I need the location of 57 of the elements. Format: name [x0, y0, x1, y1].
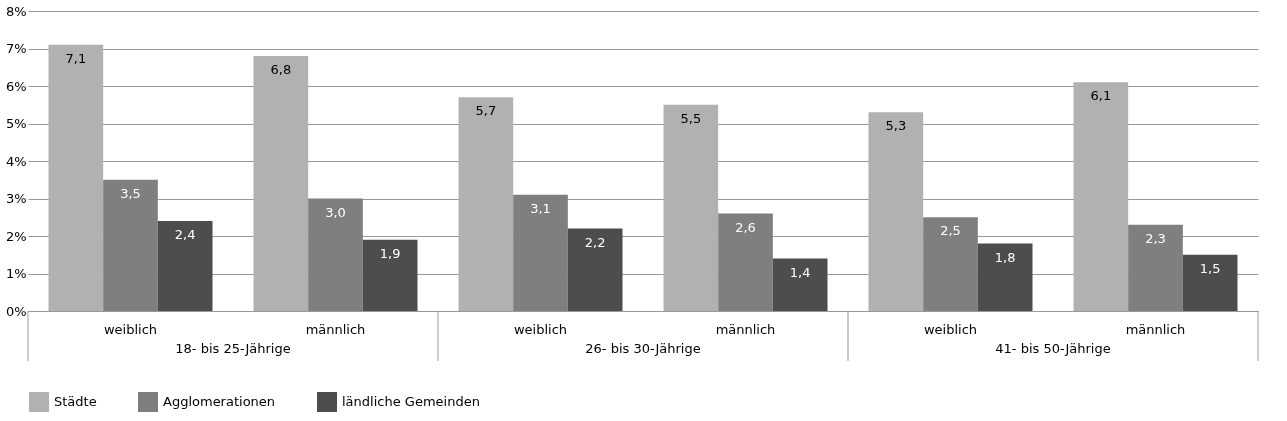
x-tick-label: weiblich [923, 321, 978, 337]
bar [513, 194, 568, 311]
y-tick-label: 3% [5, 191, 27, 206]
bar [923, 217, 978, 311]
data-label: 5,5 [680, 110, 702, 126]
y-tick-label: 4% [5, 153, 27, 169]
text: 18- bis 25-Jährige [175, 341, 291, 356]
y-tick-label: 2% [5, 228, 27, 244]
text: 41- bis 50-Jährige [995, 341, 1111, 356]
y-tick-label: 8% [5, 3, 27, 19]
data-label: 1,4 [789, 264, 811, 280]
data-label: 5,3 [885, 118, 907, 134]
bar [1182, 254, 1238, 311]
bar [567, 228, 623, 311]
y-tick-label: 1% [5, 266, 27, 281]
x-tick-label: männlich [715, 321, 776, 337]
data-label: 6,8 [270, 62, 292, 77]
bar [362, 239, 418, 311]
data-label: 3,5 [120, 185, 141, 201]
x-tick-label: weiblich [513, 321, 568, 337]
bar [772, 258, 828, 311]
data-label: 2,2 [584, 234, 606, 250]
data-label: 1,9 [379, 245, 401, 261]
bar [868, 112, 924, 311]
bar [48, 44, 104, 311]
bar [663, 104, 719, 311]
data-label: 1,8 [994, 249, 1016, 265]
y-tick-label: 0% [5, 303, 27, 319]
text: 26- bis 30-Jährige [585, 341, 701, 356]
bar [718, 213, 773, 311]
bar [103, 179, 158, 311]
data-label: 5,7 [475, 103, 497, 119]
y-tick-label: 5% [5, 116, 27, 131]
legend-label: Agglomerationen [163, 394, 276, 409]
data-label: 2,3 [1145, 230, 1166, 246]
data-label: 1,5 [1199, 260, 1221, 276]
bar [308, 198, 363, 311]
x-tick-label: männlich [305, 321, 366, 337]
bar [253, 56, 309, 311]
x-tick-label: weiblich [103, 321, 158, 337]
bar [1073, 82, 1129, 311]
legend-label: Städte [54, 394, 97, 409]
data-label: 7,1 [65, 50, 87, 66]
bar [157, 221, 213, 311]
data-label: 2,5 [940, 223, 961, 239]
y-tick-label: 7% [5, 41, 27, 56]
data-label: 3,1 [530, 200, 551, 216]
data-label: 2,6 [735, 219, 756, 235]
bar [458, 97, 514, 311]
bar [1128, 224, 1183, 311]
bar [977, 243, 1033, 311]
data-label: 6,1 [1090, 88, 1112, 104]
legend-label: ländliche Gemeinden [342, 394, 480, 409]
y-tick-label: 6% [5, 78, 27, 94]
x-tick-label: männlich [1125, 321, 1186, 337]
data-label: 3,0 [325, 204, 346, 220]
data-label: 2,4 [174, 227, 196, 242]
